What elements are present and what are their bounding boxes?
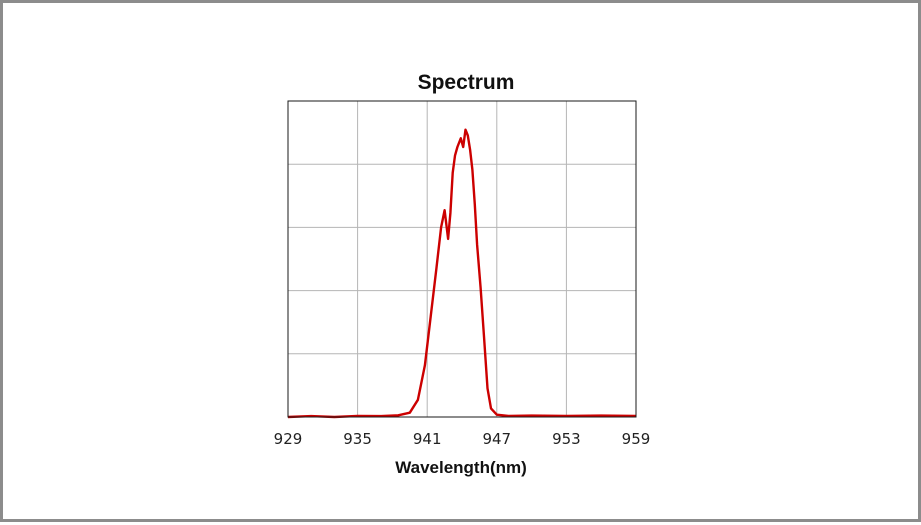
plot-area (287, 100, 637, 418)
x-axis-label: Wavelength(nm) (395, 458, 527, 477)
grid (288, 101, 636, 417)
x-tick-labels: 929 935 941 947 953 959 (274, 430, 651, 448)
series-layer (287, 128, 637, 419)
x-tick-label: 959 (622, 430, 651, 448)
x-tick-label: 947 (482, 430, 511, 448)
chart-title: Spectrum (418, 71, 515, 94)
spectrum-series-line (287, 128, 637, 419)
x-tick-label: 935 (343, 430, 372, 448)
x-tick-label: 953 (552, 430, 581, 448)
spectrum-chart: Spectrum 929 935 941 947 953 959 Wavelength(n… (274, 71, 651, 477)
x-tick-label: 941 (413, 430, 442, 448)
x-tick-label: 929 (274, 430, 303, 448)
